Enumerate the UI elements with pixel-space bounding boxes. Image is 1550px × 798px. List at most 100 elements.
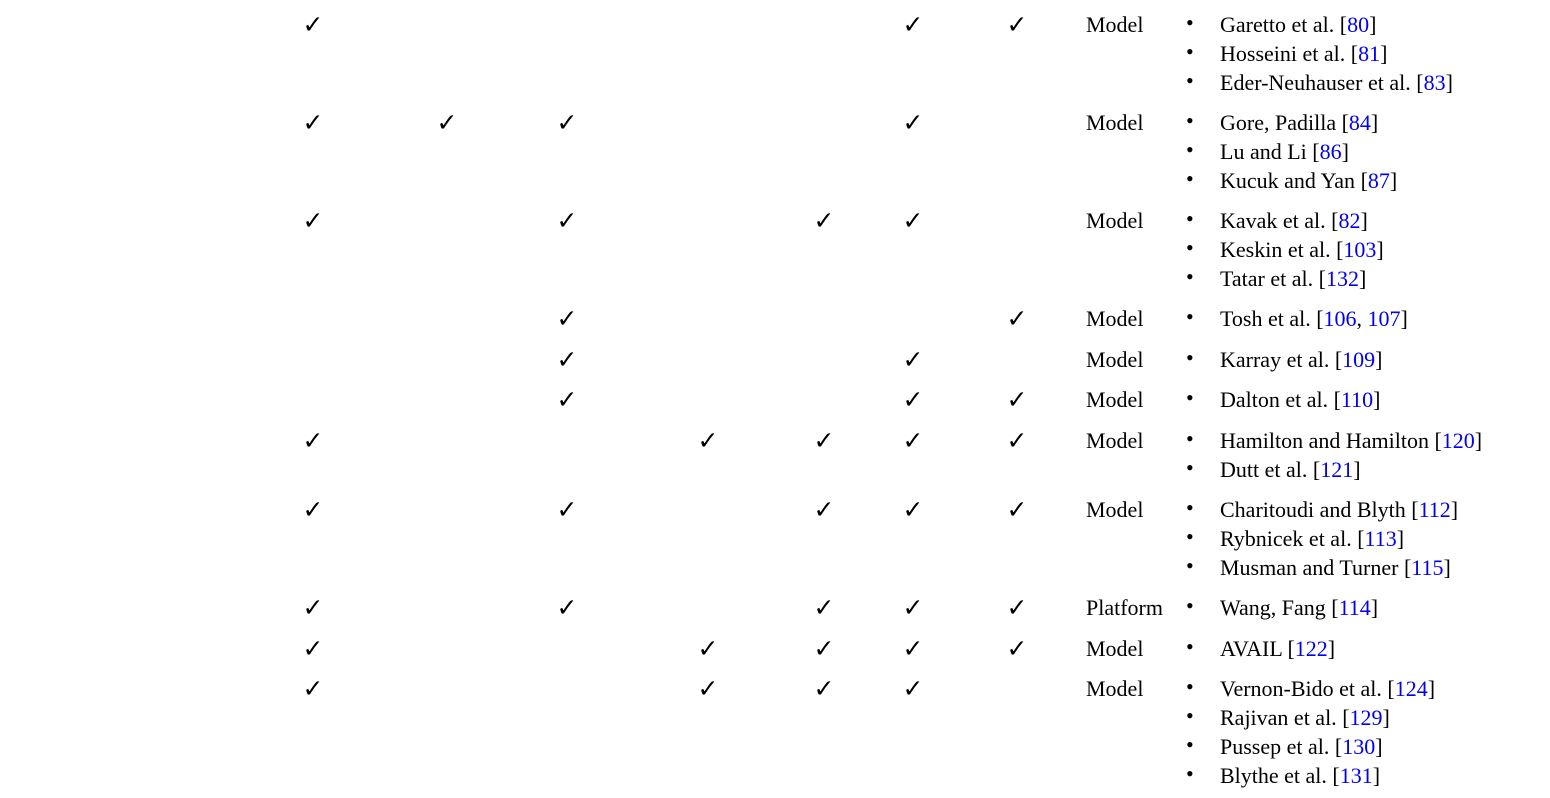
check-icon: ✓ [556,108,578,137]
check-icon: ✓ [813,426,835,455]
bullet-icon: • [1186,264,1194,289]
citation-link[interactable]: 109 [1342,347,1376,372]
citation-link[interactable]: 129 [1349,705,1383,730]
reference-text: Hosseini et al. [81] [1220,41,1388,66]
reference-text: Keskin et al. [103] [1220,237,1384,262]
reference-author: Garetto et al. [1220,12,1335,37]
reference-text: Kucuk and Yan [87] [1220,168,1398,193]
reference-author: Hosseini et al. [1220,41,1346,66]
citation-link[interactable]: 120 [1441,428,1475,453]
citation-link[interactable]: 124 [1394,676,1428,701]
citation-link[interactable]: 121 [1320,457,1354,482]
type-cell: Model [1086,428,1144,453]
bullet-icon: • [1186,108,1194,133]
check-icon: ✓ [302,426,324,455]
check-icon: ✓ [302,674,324,703]
reference-author: Tatar et al. [1220,266,1314,291]
bullet-icon: • [1186,426,1194,451]
citation-link[interactable]: 81 [1358,41,1381,66]
citation-link[interactable]: 115 [1411,555,1444,580]
check-icon: ✓ [302,495,324,524]
check-icon: ✓ [302,593,324,622]
reference-author: Pussep et al. [1220,734,1330,759]
citation-link[interactable]: 86 [1319,139,1342,164]
reference-author: AVAIL [1220,636,1282,661]
citation-link[interactable]: 107 [1367,306,1401,331]
type-cell: Model [1086,208,1144,233]
check-icon: ✓ [1006,426,1028,455]
citation-link[interactable]: 106 [1323,306,1357,331]
type-cell: Platform [1086,595,1163,620]
reference-text: Rybnicek et al. [113] [1220,526,1405,551]
bullet-icon: • [1186,524,1194,549]
bullet-icon: • [1186,39,1194,64]
check-icon: ✓ [302,206,324,235]
check-icon: ✓ [697,634,719,663]
reference-author: Eder-Neuhauser et al. [1220,70,1411,95]
check-icon: ✓ [302,108,324,137]
citation-link[interactable]: 82 [1338,208,1361,233]
check-icon: ✓ [813,206,835,235]
check-icon: ✓ [302,10,324,39]
citation-link[interactable]: 113 [1364,526,1397,551]
check-icon: ✓ [556,206,578,235]
citation-link[interactable]: 80 [1347,12,1370,37]
bullet-icon: • [1186,304,1194,329]
bullet-icon: • [1186,68,1194,93]
check-icon: ✓ [902,345,924,374]
check-icon: ✓ [697,426,719,455]
citation-link[interactable]: 87 [1367,168,1390,193]
type-cell: Model [1086,110,1144,135]
citation-link[interactable]: 83 [1423,70,1446,95]
citation-link[interactable]: 132 [1325,266,1359,291]
reference-text: Lu and Li [86] [1220,139,1349,164]
check-icon: ✓ [813,495,835,524]
check-icon: ✓ [1006,304,1028,333]
reference-text: Rajivan et al. [129] [1220,705,1390,730]
bullet-icon: • [1186,206,1194,231]
reference-author: Lu and Li [1220,139,1307,164]
check-icon: ✓ [556,304,578,333]
citation-link[interactable]: 84 [1348,110,1371,135]
reference-text: Pussep et al. [130] [1220,734,1383,759]
check-icon: ✓ [556,385,578,414]
check-icon: ✓ [902,206,924,235]
citation-link[interactable]: 122 [1294,636,1328,661]
check-icon: ✓ [813,674,835,703]
reference-author: Kavak et al. [1220,208,1326,233]
type-cell: Model [1086,497,1144,522]
check-icon: ✓ [902,674,924,703]
citation-link[interactable]: 112 [1418,497,1451,522]
citation-link[interactable]: 130 [1342,734,1376,759]
reference-text: Tosh et al. [106, 107] [1220,306,1408,331]
bullet-icon: • [1186,553,1194,578]
check-icon: ✓ [902,634,924,663]
reference-author: Charitoudi and Blyth [1220,497,1406,522]
reference-author: Musman and Turner [1220,555,1399,580]
bullet-icon: • [1186,495,1194,520]
reference-text: Karray et al. [109] [1220,347,1383,372]
type-cell: Model [1086,676,1144,701]
bullet-icon: • [1186,674,1194,699]
reference-text: Gore, Padilla [84] [1220,110,1379,135]
check-icon: ✓ [813,634,835,663]
type-cell: Model [1086,12,1144,37]
reference-text: Musman and Turner [115] [1220,555,1451,580]
reference-author: Wang, Fang [1220,595,1326,620]
reference-text: Wang, Fang [114] [1220,595,1379,620]
check-icon: ✓ [697,674,719,703]
bullet-icon: • [1186,634,1194,659]
reference-text: Hamilton and Hamilton [120] [1220,428,1483,453]
citation-link[interactable]: 110 [1340,387,1374,412]
type-cell: Model [1086,636,1144,661]
bullet-icon: • [1186,703,1194,728]
check-icon: ✓ [436,108,458,137]
check-icon: ✓ [902,426,924,455]
citation-link[interactable]: 103 [1343,237,1377,262]
citation-link[interactable]: 114 [1338,595,1371,620]
reference-text: Eder-Neuhauser et al. [83] [1220,70,1453,95]
type-cell: Model [1086,387,1144,412]
citation-link[interactable]: 131 [1339,763,1373,788]
reference-text: Dutt et al. [121] [1220,457,1361,482]
